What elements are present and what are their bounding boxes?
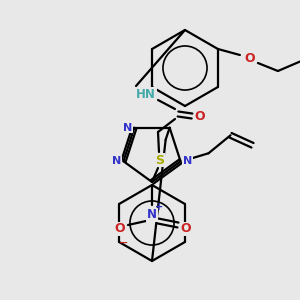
Text: N: N bbox=[183, 156, 192, 166]
Text: O: O bbox=[244, 52, 255, 65]
Text: +: + bbox=[155, 202, 163, 212]
Text: O: O bbox=[115, 223, 125, 236]
Text: O: O bbox=[195, 110, 205, 122]
Text: S: S bbox=[155, 154, 164, 166]
Text: −: − bbox=[119, 238, 129, 248]
Text: N: N bbox=[112, 156, 121, 166]
Text: O: O bbox=[181, 223, 191, 236]
Text: N: N bbox=[123, 123, 132, 133]
Text: N: N bbox=[147, 208, 157, 221]
Text: HN: HN bbox=[136, 88, 156, 100]
